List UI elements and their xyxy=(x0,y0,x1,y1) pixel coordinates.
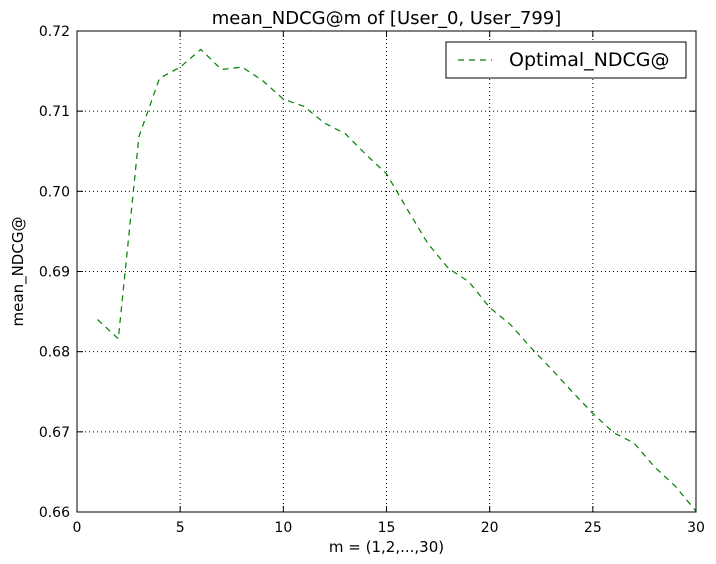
x-tick-label: 10 xyxy=(274,520,292,536)
y-tick-label: 0.71 xyxy=(39,104,70,120)
x-tick-label: 20 xyxy=(481,520,499,536)
chart-title: mean_NDCG@m of [User_0, User_799] xyxy=(212,8,562,29)
y-tick-labels: 0.66 0.67 0.68 0.69 0.70 0.71 0.72 xyxy=(39,24,70,521)
grid-lines xyxy=(77,31,696,512)
x-axis-label: m = (1,2,...,30) xyxy=(329,538,444,556)
y-tick-label: 0.66 xyxy=(39,505,70,521)
y-tick-label: 0.69 xyxy=(39,265,70,281)
legend-label-optimal-ndcg: Optimal_NDCG@ xyxy=(509,49,670,71)
x-tick-label: 25 xyxy=(584,520,602,536)
y-tick-label: 0.70 xyxy=(39,184,70,200)
series-line-optimal-ndcg xyxy=(97,48,697,512)
series-layer xyxy=(97,48,697,512)
x-tick-label: 5 xyxy=(176,520,185,536)
y-tick-label: 0.72 xyxy=(39,24,70,40)
y-tick-label: 0.68 xyxy=(39,345,70,361)
y-tick-label: 0.67 xyxy=(39,425,70,441)
x-tick-label: 30 xyxy=(687,520,705,536)
x-tick-label: 0 xyxy=(73,520,82,536)
plot-frame xyxy=(76,30,697,513)
x-tick-labels: 0 5 10 15 20 25 30 xyxy=(73,520,705,536)
x-tick-label: 15 xyxy=(378,520,396,536)
legend: Optimal_NDCG@ xyxy=(445,41,687,79)
y-axis-label: mean_NDCG@ xyxy=(9,217,28,327)
